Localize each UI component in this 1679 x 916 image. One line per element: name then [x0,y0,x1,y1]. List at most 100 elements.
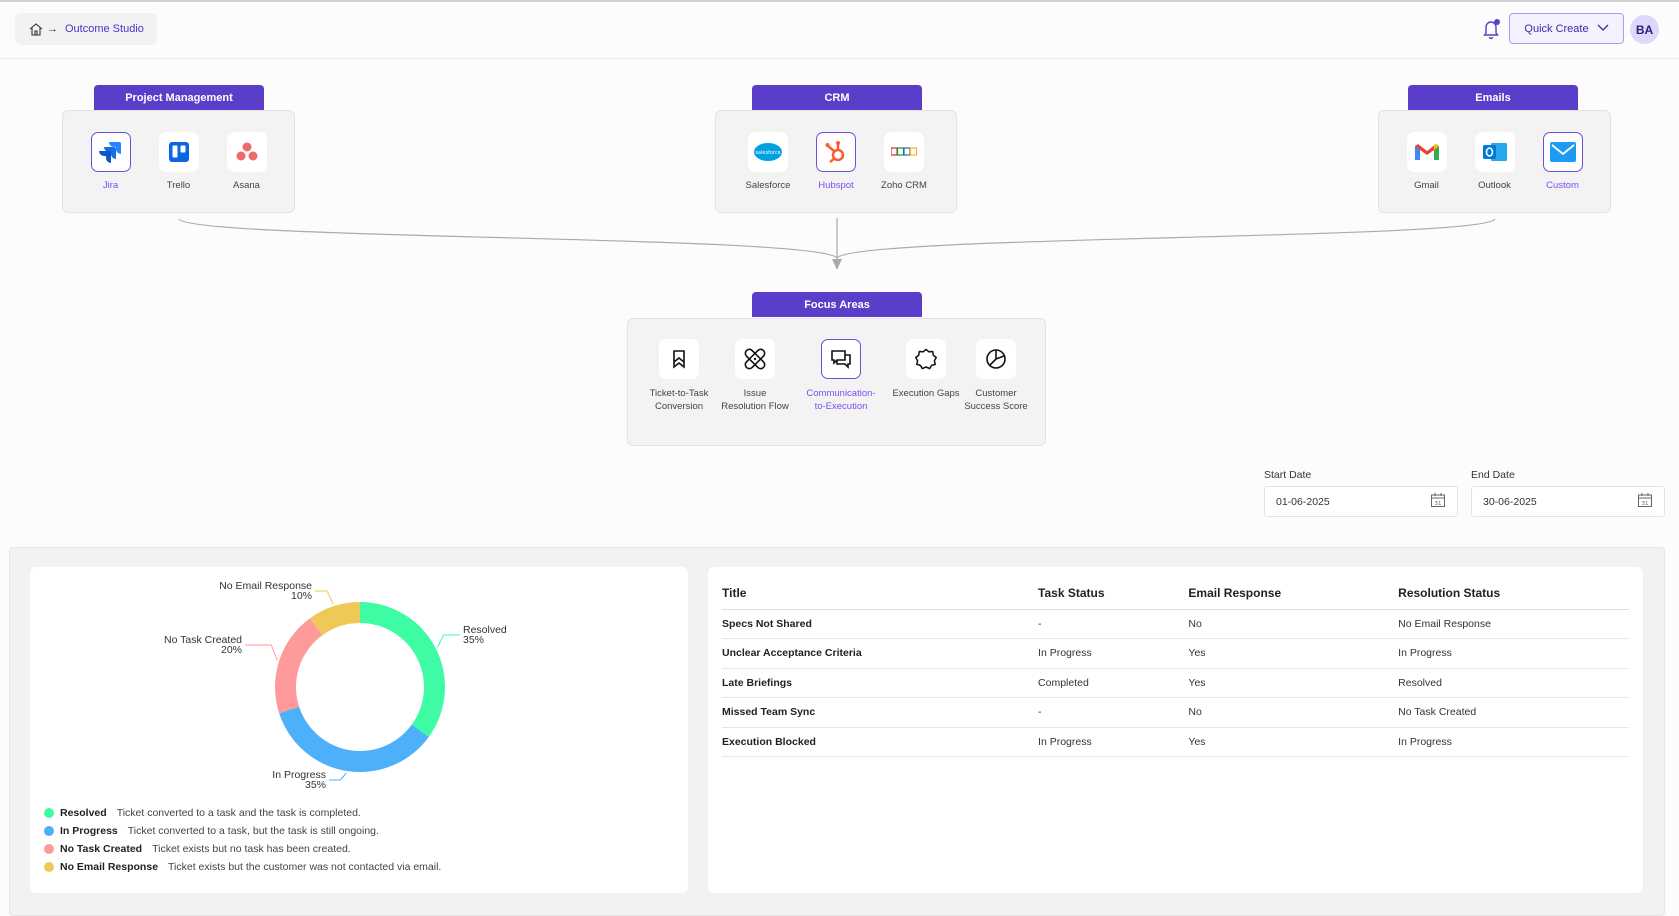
table-cell: - [1038,697,1189,728]
donut-slice-in-progress[interactable] [279,706,429,772]
integration-zoho-crm[interactable] [884,132,924,172]
focus-area-label[interactable]: Ticket-to-Task Conversion [649,388,709,412]
table-cell: In Progress [1038,638,1189,669]
donut-label-pct: 10% [291,590,312,602]
focus-area-label[interactable]: Customer Success Score [964,388,1028,412]
svg-text:salesforce: salesforce [755,150,780,156]
start-date-input[interactable]: 01-06-2025 31 [1264,486,1458,517]
leader-line [437,634,460,648]
legend-name: No Email Response [60,861,159,873]
breadcrumb[interactable]: → Outcome Studio [15,13,157,45]
column-header[interactable]: Email Response [1188,577,1399,610]
calendar-icon[interactable]: 31 [1637,492,1653,511]
notification-bell-icon[interactable] [1482,18,1502,40]
pie-icon [985,348,1007,370]
donut-slice-resolved[interactable] [360,602,445,737]
home-icon[interactable] [29,22,43,36]
focus-area-label[interactable]: Communication-to-Execution [806,388,876,412]
legend-desc: Ticket converted to a task, but the task… [127,825,379,837]
integration-label: Salesforce [745,180,791,191]
integration-custom[interactable] [1542,132,1583,172]
legend-dot [44,862,54,872]
integration-trello[interactable] [158,132,199,172]
end-date-label: End Date [1471,469,1515,481]
focus-area-tile[interactable] [906,339,946,379]
legend-desc: Ticket exists but the customer was not c… [168,861,442,873]
column-header[interactable]: Task Status [1038,577,1189,610]
table-cell: Missed Team Sync [722,697,1039,728]
focus-area-tile[interactable] [735,339,775,379]
table-cell: In Progress [1398,638,1629,669]
legend-desc: Ticket exists but no task has been creat… [152,843,351,855]
trello-logo-icon [168,142,189,162]
focus-area-tile[interactable] [821,339,861,379]
legend-name: No Task Created [60,843,143,855]
table-cell: - [1038,609,1189,639]
zoho-logo-icon [891,146,917,158]
table-row[interactable]: Missed Team Sync - No No Task Created [722,697,1629,728]
start-date-label: Start Date [1264,469,1312,481]
integration-hubspot[interactable] [816,132,856,172]
integration-asana[interactable] [226,132,267,172]
table-cell: Execution Blocked [722,727,1039,757]
quick-create-button[interactable]: Quick Create [1509,13,1624,44]
top-border [0,0,1679,2]
chevron-down-icon [1597,23,1609,35]
table-cell: Yes [1188,638,1399,669]
end-date-value: 30-06-2025 [1483,495,1537,508]
table-card: Title Task Status Email Response Resolution… [708,567,1643,893]
header [0,2,1679,59]
table-cell: Yes [1188,727,1399,757]
legend-item: Resolved Ticket converted to a task and t… [44,804,441,822]
group-tab: Project Management [94,85,264,110]
integration-outlook[interactable] [1474,132,1515,172]
leader-line [315,590,334,605]
integration-salesforce[interactable]: salesforce [748,132,788,172]
table-row[interactable]: Late Briefings Completed Yes Resolved [722,668,1629,698]
avatar[interactable]: BA [1630,15,1659,44]
table-cell: Yes [1188,668,1399,698]
focus-area-label[interactable]: Issue Resolution Flow [721,388,789,412]
table-cell: No [1188,697,1399,728]
column-header[interactable]: Resolution Status [1398,577,1629,610]
column-header[interactable]: Title [722,577,1039,610]
table-cell: No Task Created [1398,697,1629,728]
table-cell: Resolved [1398,668,1629,698]
end-date-input[interactable]: 30-06-2025 31 [1471,486,1665,517]
integration-label: Trello [166,180,191,191]
table-row[interactable]: Unclear Acceptance Criteria In Progress Ye… [722,638,1629,669]
table-cell: Specs Not Shared [722,609,1039,639]
legend-name: Resolved [60,807,107,819]
donut-label-pct: 20% [221,644,242,656]
legend-dot [44,844,54,854]
table-cell: In Progress [1398,727,1629,757]
breadcrumb-current[interactable]: Outcome Studio [65,23,144,35]
table-row[interactable]: Execution Blocked In Progress Yes In Progre… [722,727,1629,757]
integration-label: Asana [233,180,260,191]
table-cell: Completed [1038,668,1189,698]
donut-slice-no-email-response[interactable] [310,602,360,636]
legend-item: No Task Created Ticket exists but no task… [44,840,441,858]
calendar-icon[interactable]: 31 [1430,492,1446,511]
flow-connectors [178,218,1496,270]
integration-label: Hubspot [818,180,854,191]
integration-label: Outlook [1478,180,1511,191]
focus-area-label[interactable]: Execution Gaps [892,388,960,399]
legend-dot [44,826,54,836]
hubspot-logo-icon [823,139,849,165]
table-row[interactable]: Specs Not Shared - No No Email Response [722,609,1629,639]
chat-icon [830,349,852,369]
donut-slice-no-task-created[interactable] [275,618,323,714]
focus-area-tile[interactable] [659,339,699,379]
integration-gmail[interactable] [1406,132,1447,172]
table-cell: Late Briefings [722,668,1039,698]
badge-icon [915,348,937,370]
focus-area-tile[interactable] [976,339,1016,379]
bookmark-icon [669,349,689,369]
gmail-logo-icon [1414,142,1440,162]
legend-dot [44,808,54,818]
table-cell: No [1188,609,1399,639]
integration-jira[interactable] [90,132,131,172]
svg-text:31: 31 [1642,501,1649,507]
donut-label-pct: 35% [305,779,326,791]
